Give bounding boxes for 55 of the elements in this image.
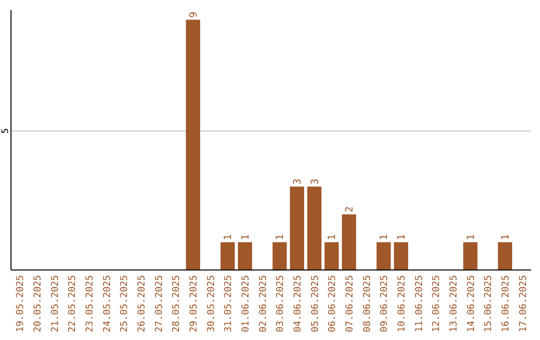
data-label: 1 [396, 234, 408, 240]
data-label: 9 [188, 12, 200, 18]
x-tick-label: 30.05.2025 [206, 275, 217, 332]
bar [272, 242, 287, 270]
data-label: 1 [466, 234, 477, 240]
data-label: 1 [240, 234, 252, 240]
x-tick-label: 16.06.2025 [500, 275, 512, 332]
x-tick-label: 23.05.2025 [84, 275, 96, 332]
data-label: 3 [292, 178, 304, 185]
y-tick-label: 5 [1, 128, 11, 134]
x-tick-label: 07.06.2025 [344, 275, 356, 332]
x-tick-label: 10.06.2025 [396, 275, 408, 332]
bar [463, 242, 478, 270]
bar [290, 186, 304, 270]
x-tick-label: 02.06.2025 [258, 275, 269, 332]
x-tick-label: 17.06.2025 [518, 275, 529, 332]
x-tick-label: 31.05.2025 [223, 275, 234, 332]
data-label: 3 [310, 178, 321, 185]
bar [186, 20, 200, 270]
x-tick-label: 15.06.2025 [483, 275, 494, 332]
bar [220, 242, 235, 270]
x-tick-label: 05.06.2025 [310, 275, 321, 332]
bar [342, 214, 356, 270]
data-label: 1 [500, 234, 512, 240]
x-tick-label: 22.05.2025 [67, 275, 78, 332]
x-tick-label: 04.06.2025 [292, 275, 304, 332]
data-label: 1 [275, 234, 286, 240]
x-tick-label: 13.06.2025 [448, 275, 460, 332]
x-tick-label: 12.06.2025 [431, 275, 442, 332]
bar [498, 242, 512, 270]
x-tick-label: 29.05.2025 [188, 275, 200, 332]
data-label: 2 [344, 206, 356, 212]
x-tick-label: 25.05.2025 [119, 275, 130, 332]
x-tick-label: 09.06.2025 [379, 275, 390, 332]
x-tick-label: 21.05.2025 [50, 275, 61, 332]
x-tick-label: 27.05.2025 [154, 275, 165, 332]
x-tick-label: 11.06.2025 [414, 275, 425, 332]
x-tick-label: 06.06.2025 [327, 275, 338, 332]
data-label: 1 [379, 234, 390, 240]
x-tick-label: 03.06.2025 [275, 275, 286, 332]
bar [394, 242, 408, 270]
bar [376, 242, 391, 270]
bar [324, 242, 339, 270]
data-label: 1 [223, 234, 234, 240]
x-tick-label: 08.06.2025 [362, 275, 373, 332]
x-tick-label: 14.06.2025 [466, 275, 477, 332]
x-tick-label: 01.06.2025 [240, 275, 252, 332]
x-tick-label: 24.05.2025 [102, 275, 113, 332]
x-tick-label: 28.05.2025 [171, 275, 182, 332]
x-tick-label: 19.05.2025 [15, 275, 26, 332]
x-tick-label: 26.05.2025 [136, 275, 148, 332]
x-tick-label: 20.05.2025 [32, 275, 44, 332]
data-label: 1 [327, 234, 338, 240]
bar [238, 242, 252, 270]
bar [307, 186, 322, 270]
